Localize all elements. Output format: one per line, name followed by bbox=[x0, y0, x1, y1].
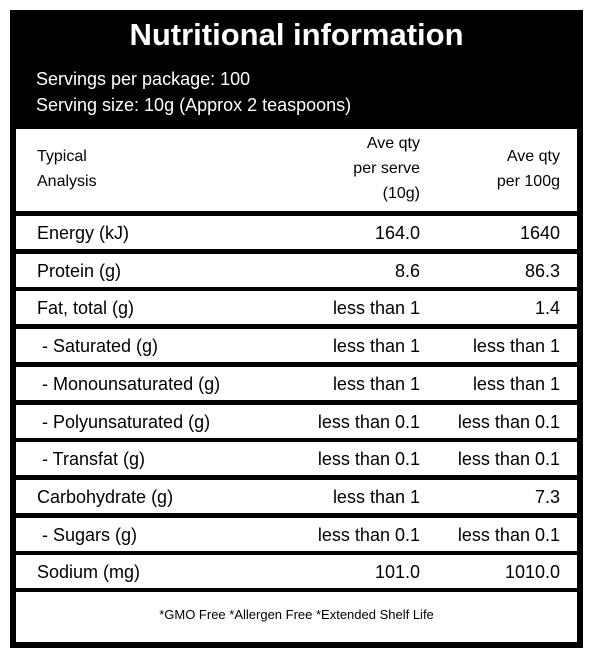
panel-title: Nutritional information bbox=[129, 17, 464, 52]
servings-per-package: Servings per package: 100 bbox=[36, 69, 251, 89]
value-per-serve: less than 1 bbox=[332, 374, 420, 394]
nutrient-name: Sodium (mg) bbox=[37, 562, 141, 582]
value-per-100g: less than 0.1 bbox=[457, 412, 560, 432]
value-per-100g: less than 0.1 bbox=[457, 525, 560, 545]
value-per-100g: less than 0.1 bbox=[457, 449, 560, 469]
table-header: Typical Analysis Ave qty per serve (10g)… bbox=[16, 129, 577, 211]
nutrient-name: Protein (g) bbox=[37, 261, 122, 281]
value-per-100g: less than 1 bbox=[472, 374, 560, 394]
footnote-box: *GMO Free *Allergen Free *Extended Shelf… bbox=[16, 592, 577, 642]
table-row: Protein (g) 8.6 86.3 bbox=[16, 254, 577, 287]
value-per-serve: less than 1 bbox=[332, 336, 420, 356]
header-per-100g: per 100g bbox=[496, 173, 560, 190]
table-row: - Monounsaturated (g) less than 1 less tha… bbox=[16, 367, 577, 400]
nutrient-name: - Polyunsaturated (g) bbox=[37, 412, 211, 432]
nutrient-name: - Monounsaturated (g) bbox=[37, 374, 221, 394]
table-row: - Polyunsaturated (g) less than 0.1 less t… bbox=[16, 405, 577, 438]
value-per-serve: 8.6 bbox=[394, 261, 420, 281]
table-row: - Saturated (g) less than 1 less than 1 bbox=[16, 329, 577, 362]
nutrient-name: Energy (kJ) bbox=[37, 223, 130, 243]
value-per-serve: 101.0 bbox=[374, 562, 420, 582]
value-per-serve: less than 0.1 bbox=[317, 525, 420, 545]
value-per-100g: less than 1 bbox=[472, 336, 560, 356]
header-ave-qty-serve: Ave qty bbox=[366, 135, 420, 152]
value-per-100g: 1010.0 bbox=[504, 562, 560, 582]
value-per-serve: less than 1 bbox=[332, 487, 420, 507]
header-analysis: Analysis bbox=[37, 173, 97, 190]
value-per-serve: less than 0.1 bbox=[317, 449, 420, 469]
table-row: Carbohydrate (g) less than 1 7.3 bbox=[16, 480, 577, 513]
header-per-serve: per serve bbox=[353, 160, 420, 177]
nutrition-panel: Nutritional information Servings per pac… bbox=[10, 10, 583, 648]
nutrient-name: - Saturated (g) bbox=[37, 336, 159, 356]
nutrient-name: - Sugars (g) bbox=[37, 525, 138, 545]
value-per-serve: less than 1 bbox=[332, 298, 420, 318]
nutrient-name: Fat, total (g) bbox=[37, 298, 135, 318]
header-ave-qty-100g: Ave qty bbox=[506, 148, 560, 165]
table-row: Fat, total (g) less than 1 1.4 bbox=[16, 291, 577, 324]
table-row: Sodium (mg) 101.0 1010.0 bbox=[16, 555, 577, 588]
header-serve-size: (10g) bbox=[382, 185, 420, 202]
table-row: Energy (kJ) 164.0 1640 bbox=[16, 216, 577, 249]
value-per-100g: 7.3 bbox=[534, 487, 560, 507]
serving-size: Serving size: 10g (Approx 2 teaspoons) bbox=[36, 95, 352, 115]
value-per-100g: 86.3 bbox=[524, 261, 560, 281]
nutrient-name: Carbohydrate (g) bbox=[37, 487, 174, 507]
value-per-100g: 1.4 bbox=[534, 298, 560, 318]
header-typical: Typical bbox=[37, 148, 87, 165]
table-row: - Sugars (g) less than 0.1 less than 0.1 bbox=[16, 518, 577, 551]
value-per-serve: less than 0.1 bbox=[317, 412, 420, 432]
value-per-100g: 1640 bbox=[519, 223, 560, 243]
footnote: *GMO Free *Allergen Free *Extended Shelf… bbox=[159, 607, 434, 622]
value-per-serve: 164.0 bbox=[374, 223, 420, 243]
nutrient-name: - Transfat (g) bbox=[37, 449, 146, 469]
table-row: - Transfat (g) less than 0.1 less than 0.1 bbox=[16, 442, 577, 475]
